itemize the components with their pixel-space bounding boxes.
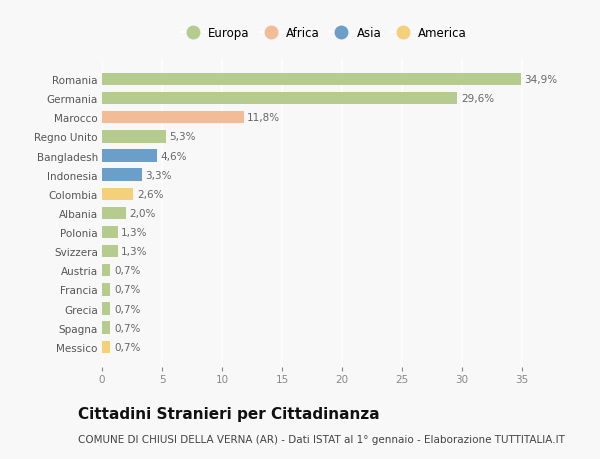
Bar [102, 131, 166, 143]
Bar [102, 226, 118, 239]
Text: Cittadini Stranieri per Cittadinanza: Cittadini Stranieri per Cittadinanza [78, 406, 380, 421]
Legend: Europa, Africa, Asia, America: Europa, Africa, Asia, America [176, 22, 472, 45]
Bar [102, 207, 126, 220]
Text: 2,6%: 2,6% [137, 190, 163, 199]
Bar [102, 188, 133, 201]
Bar [102, 150, 157, 162]
Text: 11,8%: 11,8% [247, 113, 280, 123]
Bar [102, 112, 244, 124]
Text: 1,3%: 1,3% [121, 228, 148, 237]
Bar [102, 73, 521, 86]
Text: 29,6%: 29,6% [461, 94, 494, 104]
Text: 34,9%: 34,9% [524, 75, 557, 85]
Text: 0,7%: 0,7% [114, 304, 140, 314]
Text: 0,7%: 0,7% [114, 342, 140, 352]
Bar [102, 246, 118, 258]
Bar [102, 284, 110, 296]
Text: 2,0%: 2,0% [130, 208, 156, 218]
Bar [102, 341, 110, 353]
Bar [102, 264, 110, 277]
Text: 3,3%: 3,3% [145, 170, 172, 180]
Text: 0,7%: 0,7% [114, 323, 140, 333]
Text: 0,7%: 0,7% [114, 266, 140, 276]
Text: 4,6%: 4,6% [161, 151, 187, 161]
Bar [102, 169, 142, 181]
Text: 1,3%: 1,3% [121, 246, 148, 257]
Text: COMUNE DI CHIUSI DELLA VERNA (AR) - Dati ISTAT al 1° gennaio - Elaborazione TUTT: COMUNE DI CHIUSI DELLA VERNA (AR) - Dati… [78, 434, 565, 444]
Bar [102, 322, 110, 334]
Bar [102, 302, 110, 315]
Text: 0,7%: 0,7% [114, 285, 140, 295]
Bar [102, 93, 457, 105]
Text: 5,3%: 5,3% [169, 132, 196, 142]
